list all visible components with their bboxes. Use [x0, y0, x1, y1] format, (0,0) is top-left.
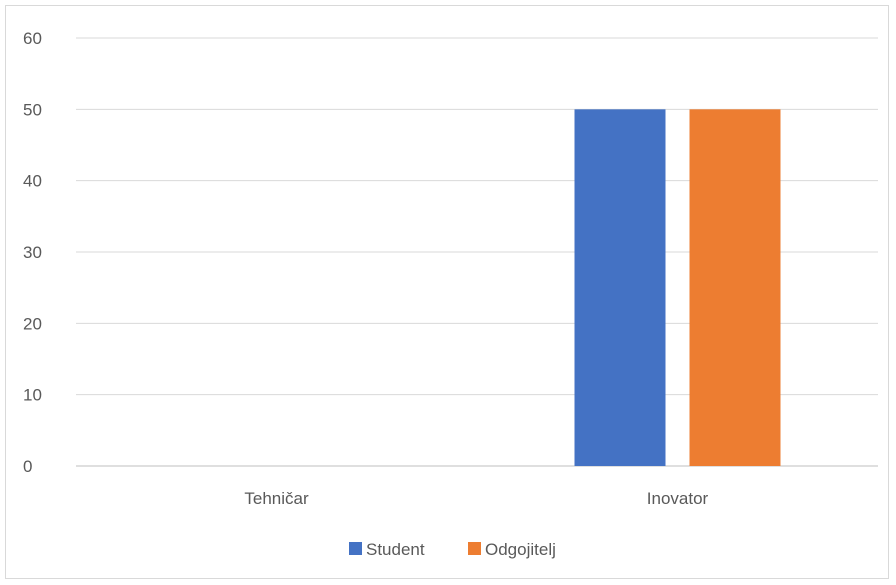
y-tick-label: 50 — [23, 100, 42, 119]
bar-odgojitelj-1 — [689, 109, 781, 466]
legend-label-student: Student — [366, 540, 425, 559]
y-tick-label: 60 — [23, 29, 42, 48]
legend-swatch-odgojitelj — [468, 542, 481, 555]
x-tick-label: Tehničar — [244, 489, 309, 508]
x-axis-ticks: Tehničar Inovator — [244, 489, 708, 508]
y-tick-label: 10 — [23, 386, 42, 405]
legend-swatch-student — [349, 542, 362, 555]
y-tick-label: 0 — [23, 457, 32, 476]
y-tick-label: 20 — [23, 314, 42, 333]
legend-label-odgojitelj: Odgojitelj — [485, 540, 556, 559]
bars — [574, 109, 781, 466]
bar-student-1 — [574, 109, 666, 466]
y-axis-ticks: 0 10 20 30 40 50 60 — [23, 29, 42, 476]
y-tick-label: 30 — [23, 243, 42, 262]
y-tick-label: 40 — [23, 172, 42, 191]
x-tick-label: Inovator — [647, 489, 709, 508]
legend: Student Odgojitelj — [349, 540, 556, 559]
